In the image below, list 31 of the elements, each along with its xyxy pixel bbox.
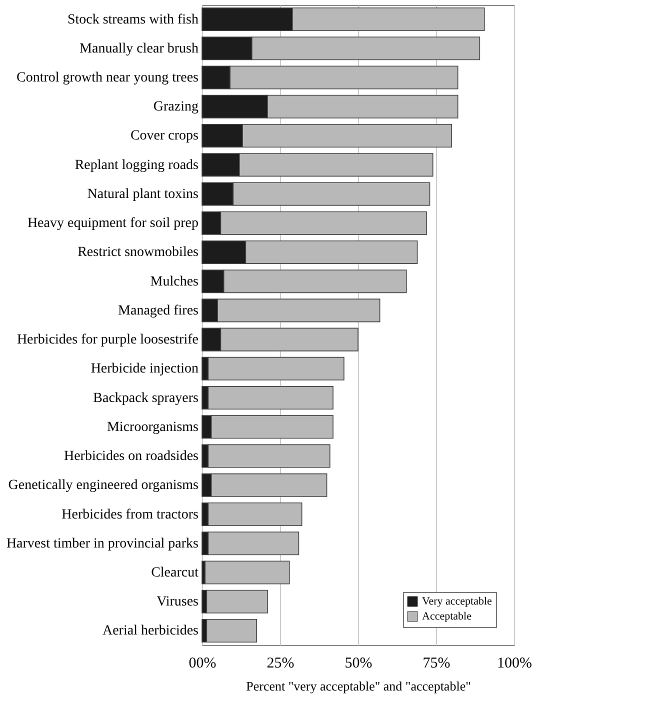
y-tick-label: Harvest timber in provincial parks bbox=[6, 536, 198, 552]
y-tick-label: Microorganisms bbox=[106, 420, 198, 435]
x-tick-label: 50% bbox=[344, 656, 372, 672]
x-tick-label: 00% bbox=[188, 656, 216, 672]
y-tick-label: Manually clear brush bbox=[80, 41, 198, 56]
y-tick-label: Viruses bbox=[156, 594, 198, 610]
y-tick-label: Restrict snowmobiles bbox=[78, 245, 198, 260]
y-tick-label: Herbicides on roadsides bbox=[64, 449, 198, 464]
y-tick-label: Grazing bbox=[153, 100, 198, 115]
legend-label: Acceptable bbox=[422, 610, 472, 622]
y-tick-label: Control growth near young trees bbox=[16, 70, 198, 86]
y-tick-label: Natural plant toxins bbox=[87, 186, 198, 202]
y-tick-label: Herbicide injection bbox=[90, 362, 198, 377]
bar bbox=[204, 560, 290, 584]
x-tick-label: 75% bbox=[422, 656, 450, 672]
y-tick-label: Replant logging roads bbox=[74, 158, 198, 173]
y-tick-label: Mulches bbox=[150, 274, 198, 290]
y-tick-label: Stock streams with fish bbox=[67, 12, 198, 28]
legend-label: Very acceptable bbox=[422, 596, 492, 608]
x-axis-title: Percent "very acceptable" and "acceptable" bbox=[246, 678, 471, 694]
y-tick-label: Heavy equipment for soil prep bbox=[27, 216, 198, 232]
x-tick-label: 25% bbox=[266, 656, 294, 672]
y-tick-label: Herbicides for purple loosestrife bbox=[16, 332, 198, 348]
x-tick-label: 100% bbox=[497, 656, 532, 672]
y-tick-label: Herbicides from tractors bbox=[62, 507, 198, 522]
y-tick-label: Aerial herbicides bbox=[102, 624, 198, 639]
y-tick-label: Backpack sprayers bbox=[93, 390, 198, 406]
y-tick-label: Managed fires bbox=[118, 303, 198, 318]
y-tick-label: Clearcut bbox=[151, 566, 199, 580]
y-tick-label: Genetically engineered organisms bbox=[8, 478, 198, 494]
y-tick-label: Cover crops bbox=[130, 128, 198, 144]
